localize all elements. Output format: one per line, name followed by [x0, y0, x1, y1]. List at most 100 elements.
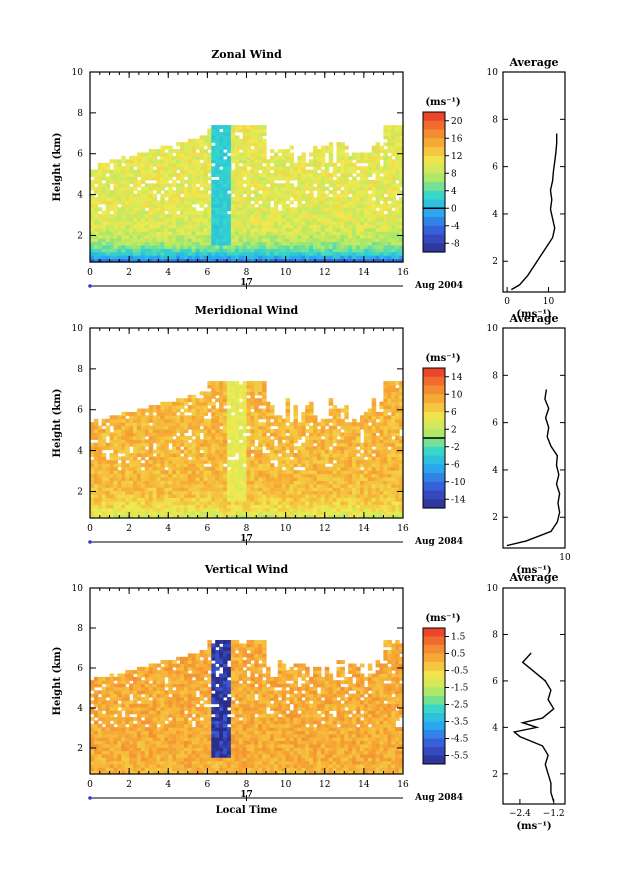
- heatmap-cell: [195, 446, 201, 451]
- heatmap-cell: [324, 258, 330, 263]
- heatmap-cell: [281, 470, 287, 475]
- heatmap-cell: [226, 504, 232, 509]
- heatmap-cell: [226, 432, 232, 437]
- heatmap-cell: [277, 251, 283, 256]
- heatmap-cell: [363, 176, 369, 181]
- heatmap-cell: [289, 497, 294, 502]
- heatmap-cell: [344, 432, 349, 437]
- heatmap-cell: [387, 125, 392, 130]
- heatmap-cell: [250, 429, 255, 433]
- heatmap-cell: [148, 507, 154, 512]
- heatmap-cell: [387, 238, 392, 242]
- heatmap-cell: [172, 166, 177, 171]
- heatmap-cell: [148, 197, 154, 201]
- heatmap-cell: [101, 176, 107, 181]
- heatmap-cell: [215, 159, 220, 164]
- heatmap-cell: [168, 193, 173, 198]
- heatmap-cell: [293, 207, 298, 212]
- heatmap-cell: [305, 186, 310, 191]
- heatmap-cell: [305, 193, 310, 198]
- heatmap-cell: [344, 435, 349, 440]
- heatmap-cell: [195, 159, 201, 164]
- heatmap-cell: [336, 155, 341, 160]
- heatmap-cell: [360, 255, 365, 260]
- heatmap-cell: [203, 234, 208, 239]
- heatmap-cell: [215, 439, 220, 444]
- heatmap-cell: [129, 490, 134, 495]
- heatmap-cell: [277, 227, 283, 232]
- heatmap-cell: [176, 439, 181, 444]
- heatmap-cell: [152, 155, 158, 160]
- heatmap-cell: [250, 132, 255, 136]
- heatmap-cell: [180, 487, 185, 492]
- heatmap-cell: [117, 507, 122, 512]
- heatmap-cell: [254, 155, 259, 160]
- heatmap-cell: [215, 152, 220, 157]
- heatmap-cell: [383, 200, 388, 205]
- heatmap-cell: [172, 507, 177, 512]
- heatmap-cell: [258, 401, 263, 406]
- heatmap-cell: [289, 466, 294, 471]
- heatmap-cell: [363, 207, 369, 212]
- heatmap-cell: [152, 149, 158, 154]
- heatmap-cell: [344, 207, 349, 212]
- heatmap-cell: [219, 439, 224, 444]
- heatmap-cell: [180, 476, 185, 481]
- heatmap-cell: [230, 258, 236, 263]
- heatmap-cell: [336, 415, 341, 420]
- heatmap-cell: [148, 238, 154, 242]
- heatmap-cell: [309, 244, 314, 249]
- heatmap-cell: [125, 435, 130, 440]
- heatmap-cell: [172, 255, 177, 260]
- heatmap-cell: [223, 214, 228, 219]
- heatmap-cell: [223, 476, 228, 481]
- heatmap-cell: [313, 159, 318, 164]
- heatmap-cell: [234, 210, 240, 215]
- heatmap-cell: [328, 442, 334, 447]
- heatmap-cell: [117, 231, 122, 236]
- heatmap-cell: [356, 490, 361, 495]
- heatmap-cell: [156, 511, 161, 516]
- heatmap-cell: [305, 183, 310, 188]
- heatmap-cell: [105, 504, 111, 509]
- heatmap-cell: [258, 227, 263, 232]
- heatmap-cell: [164, 190, 169, 195]
- heatmap-cell: [105, 490, 111, 495]
- heatmap-cell: [297, 453, 302, 457]
- heatmap-cell: [223, 487, 228, 492]
- heatmap-cell: [363, 442, 369, 447]
- heatmap-cell: [164, 234, 169, 239]
- heatmap-cell: [250, 162, 255, 167]
- heatmap-cell: [293, 425, 298, 430]
- heatmap-cell: [328, 473, 334, 478]
- heatmap-cell: [121, 446, 126, 451]
- heatmap-cell: [203, 162, 208, 167]
- heatmap-cell: [223, 398, 228, 403]
- heatmap-cell: [246, 473, 251, 478]
- heatmap-cell: [160, 173, 165, 177]
- heatmap-cell: [258, 138, 263, 143]
- heatmap-cell: [219, 159, 224, 164]
- heatmap-cell: [191, 155, 197, 160]
- heatmap-cell: [191, 173, 197, 177]
- heatmap-cell: [316, 449, 322, 454]
- heatmap-cell: [285, 258, 291, 263]
- heatmap-cell: [187, 166, 193, 171]
- heatmap-cell: [332, 432, 338, 437]
- heatmap-cell: [309, 459, 314, 464]
- heatmap-cell: [156, 459, 161, 464]
- heatmap-cell: [238, 456, 244, 461]
- heatmap-cell: [254, 145, 259, 150]
- heatmap-cell: [340, 258, 345, 263]
- heatmap-cell: [383, 224, 388, 229]
- heatmap-cell: [242, 159, 248, 164]
- heatmap-cell: [219, 494, 224, 498]
- heatmap-cell: [242, 494, 248, 498]
- heatmap-cell: [97, 442, 103, 447]
- heatmap-cell: [90, 169, 95, 174]
- heatmap-cell: [113, 214, 118, 219]
- heatmap-cell: [328, 514, 334, 519]
- heatmap-cell: [156, 429, 161, 433]
- heatmap-cell: [305, 248, 310, 253]
- heatmap-cell: [148, 442, 154, 447]
